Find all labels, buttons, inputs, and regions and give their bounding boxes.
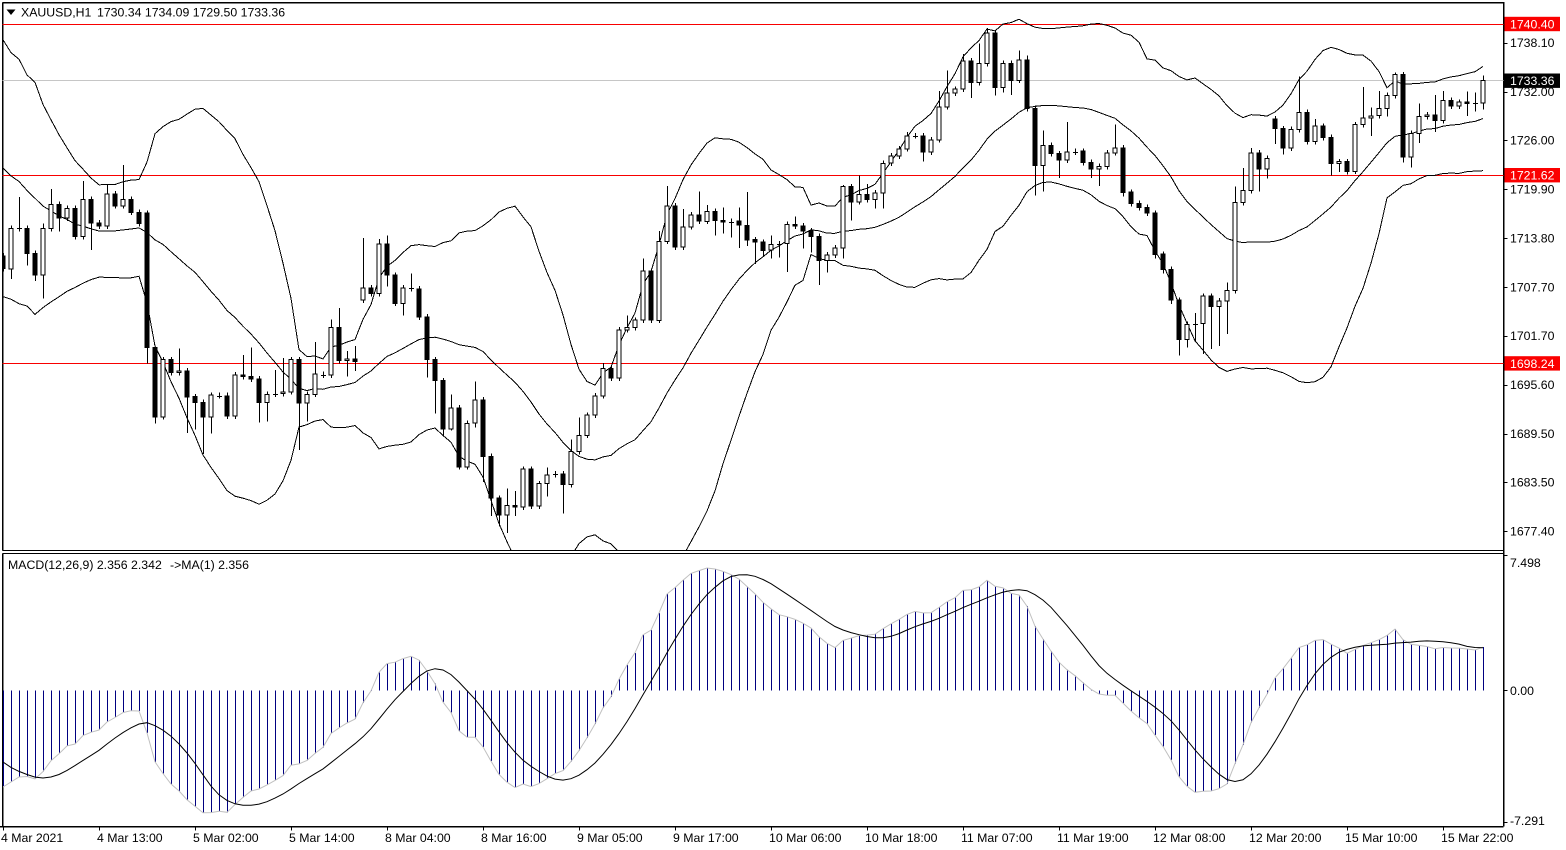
- svg-text:12 Mar 08:00: 12 Mar 08:00: [1153, 831, 1226, 845]
- svg-text:9 Mar 05:00: 9 Mar 05:00: [577, 831, 643, 845]
- svg-text:1713.80: 1713.80: [1510, 232, 1555, 246]
- svg-text:10 Mar 06:00: 10 Mar 06:00: [769, 831, 842, 845]
- svg-text:5 Mar 02:00: 5 Mar 02:00: [193, 831, 259, 845]
- svg-text:4 Mar 13:00: 4 Mar 13:00: [97, 831, 163, 845]
- svg-text:12 Mar 20:00: 12 Mar 20:00: [1249, 831, 1322, 845]
- svg-text:-7.291: -7.291: [1510, 814, 1545, 828]
- svg-text:1730.34 1734.09 1729.50 1733.3: 1730.34 1734.09 1729.50 1733.36: [97, 6, 285, 20]
- svg-text:0.00: 0.00: [1510, 684, 1534, 698]
- svg-text:1698.24: 1698.24: [1510, 357, 1555, 371]
- svg-text:1707.70: 1707.70: [1510, 281, 1555, 295]
- svg-text:5 Mar 14:00: 5 Mar 14:00: [289, 831, 355, 845]
- svg-text:1732.00: 1732.00: [1510, 85, 1555, 99]
- svg-text:1738.10: 1738.10: [1510, 36, 1555, 50]
- svg-text:8 Mar 04:00: 8 Mar 04:00: [385, 831, 451, 845]
- svg-text:4 Mar 2021: 4 Mar 2021: [1, 831, 63, 845]
- svg-text:1701.70: 1701.70: [1510, 329, 1555, 343]
- svg-text:->MA(1) 2.356: ->MA(1) 2.356: [170, 558, 249, 572]
- svg-text:11 Mar 19:00: 11 Mar 19:00: [1057, 831, 1129, 845]
- svg-text:1740.40: 1740.40: [1510, 17, 1555, 31]
- svg-text:1677.40: 1677.40: [1510, 525, 1555, 539]
- svg-text:XAUUSD,H1: XAUUSD,H1: [21, 6, 92, 20]
- svg-text:1689.50: 1689.50: [1510, 427, 1555, 441]
- svg-text:1726.00: 1726.00: [1510, 133, 1555, 147]
- svg-text:1695.60: 1695.60: [1510, 378, 1555, 392]
- svg-text:1733.36: 1733.36: [1510, 74, 1555, 88]
- svg-text:MACD(12,26,9) 2.356 2.342: MACD(12,26,9) 2.356 2.342: [8, 558, 162, 572]
- svg-text:11 Mar 07:00: 11 Mar 07:00: [961, 831, 1033, 845]
- svg-text:15 Mar 22:00: 15 Mar 22:00: [1441, 831, 1514, 845]
- svg-text:10 Mar 18:00: 10 Mar 18:00: [865, 831, 938, 845]
- svg-text:1721.62: 1721.62: [1510, 169, 1555, 183]
- svg-text:1683.50: 1683.50: [1510, 475, 1555, 489]
- svg-text:1719.90: 1719.90: [1510, 182, 1555, 196]
- svg-text:8 Mar 16:00: 8 Mar 16:00: [481, 831, 547, 845]
- svg-text:7.498: 7.498: [1510, 556, 1541, 570]
- svg-text:15 Mar 10:00: 15 Mar 10:00: [1345, 831, 1418, 845]
- svg-text:9 Mar 17:00: 9 Mar 17:00: [673, 831, 739, 845]
